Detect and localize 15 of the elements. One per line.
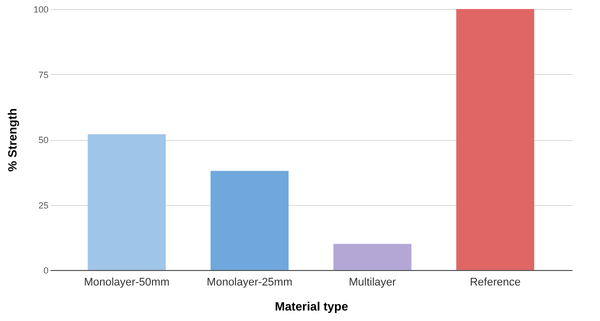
y-axis-title: % Strength [5, 108, 20, 172]
x-tick-label: Monolayer-50mm [84, 276, 170, 288]
y-tick-label: 100 [33, 4, 48, 14]
x-tick-label: Reference [470, 276, 521, 288]
x-tick-label: Monolayer-25mm [206, 276, 292, 288]
x-tick-label: Multilayer [348, 276, 396, 288]
bar [88, 134, 166, 270]
bar [333, 244, 412, 270]
bar [210, 170, 289, 270]
y-tick-label: 75 [38, 70, 48, 80]
y-tick-label: 25 [38, 200, 48, 210]
y-tick-label: 0 [43, 266, 48, 276]
bar [456, 9, 534, 270]
x-axis-title: Material type [274, 300, 349, 314]
y-tick-label: 50 [38, 135, 48, 145]
